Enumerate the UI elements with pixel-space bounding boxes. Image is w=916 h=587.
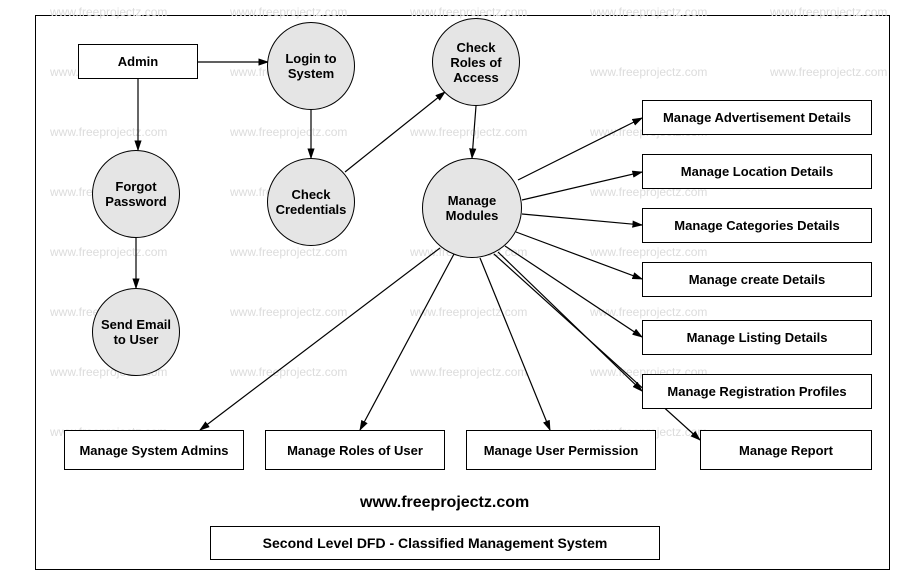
process-label: Send Email to User bbox=[98, 317, 174, 347]
entity-manage-advert: Manage Advertisement Details bbox=[642, 100, 872, 135]
process-send-email: Send Email to User bbox=[92, 288, 180, 376]
process-check-roles: Check Roles of Access bbox=[432, 18, 520, 106]
process-manage-modules: Manage Modules bbox=[422, 158, 522, 258]
process-label: Login to System bbox=[273, 51, 349, 81]
entity-manage-categories: Manage Categories Details bbox=[642, 208, 872, 243]
entity-label: Manage User Permission bbox=[484, 443, 639, 458]
entity-label: Manage Listing Details bbox=[687, 330, 828, 345]
entity-label: Manage create Details bbox=[689, 272, 826, 287]
entity-label: Manage Location Details bbox=[681, 164, 833, 179]
footer-url: www.freeprojectz.com bbox=[360, 494, 529, 512]
diagram-title: Second Level DFD - Classified Management… bbox=[210, 526, 660, 560]
entity-manage-create: Manage create Details bbox=[642, 262, 872, 297]
entity-label: Admin bbox=[118, 54, 158, 69]
entity-manage-registration: Manage Registration Profiles bbox=[642, 374, 872, 409]
entity-manage-report: Manage Report bbox=[700, 430, 872, 470]
process-label: Forgot Password bbox=[98, 179, 174, 209]
entity-label: Manage Categories Details bbox=[674, 218, 839, 233]
entity-label: Manage Roles of User bbox=[287, 443, 423, 458]
entity-label: Manage Registration Profiles bbox=[667, 384, 846, 399]
entity-label: Manage Advertisement Details bbox=[663, 110, 851, 125]
process-label: Check Roles of Access bbox=[438, 40, 514, 85]
entity-manage-location: Manage Location Details bbox=[642, 154, 872, 189]
entity-label: Manage System Admins bbox=[79, 443, 228, 458]
process-forgot-password: Forgot Password bbox=[92, 150, 180, 238]
process-label: Check Credentials bbox=[273, 187, 349, 217]
process-check-credentials: Check Credentials bbox=[267, 158, 355, 246]
process-login: Login to System bbox=[267, 22, 355, 110]
entity-manage-listing: Manage Listing Details bbox=[642, 320, 872, 355]
process-label: Manage Modules bbox=[428, 193, 516, 223]
entity-label: Manage Report bbox=[739, 443, 833, 458]
entity-manage-roles-user: Manage Roles of User bbox=[265, 430, 445, 470]
entity-manage-sysadmins: Manage System Admins bbox=[64, 430, 244, 470]
entity-admin: Admin bbox=[78, 44, 198, 79]
entity-manage-user-permission: Manage User Permission bbox=[466, 430, 656, 470]
